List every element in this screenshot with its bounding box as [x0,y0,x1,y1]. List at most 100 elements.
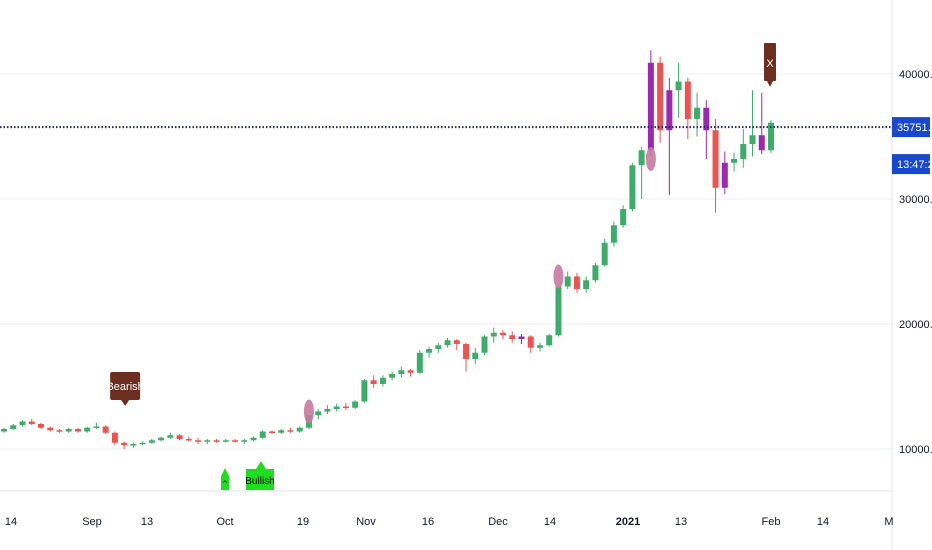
candle-body [121,442,128,446]
candle [564,271,571,289]
candle [666,77,673,196]
candle-body [102,426,109,433]
price-axis[interactable]: 10000.00 20000.00 30000.00 40000.00 35751.53… [892,69,932,456]
candle [500,330,507,339]
candle-body [731,159,738,163]
small-tag-pointer [221,468,229,476]
x-label: X [764,43,776,87]
candle [601,239,608,267]
candle-body [47,427,54,431]
candle-body [620,209,627,226]
x-text: X [766,58,774,70]
candle [213,439,220,443]
candle-body [130,444,137,446]
time-axis[interactable]: 14 Sep 13 Oct 19 Nov 16 Dec 14 2021 13 Feb 14 M [5,516,894,528]
candle [694,92,701,137]
candle [592,262,599,283]
small-bullish-tag: ⌃ [221,468,229,490]
candle-body [361,380,368,402]
candle-body [139,442,146,445]
candle-body [657,62,664,131]
signal-marker [303,399,314,424]
candle-body [555,286,562,336]
candle [546,334,553,347]
candle [536,342,543,352]
overlays: Bearish X ⌃ Bullish [0,43,892,490]
candle [370,375,377,388]
candle-body [65,429,72,432]
candle-body [250,437,257,441]
candle [37,422,44,429]
candle [527,335,534,353]
candle [703,100,710,159]
candle [444,337,451,348]
candles [0,50,775,449]
candle [463,342,470,372]
candle-body [176,435,183,439]
candle-body [564,276,571,287]
candle [684,77,691,139]
price-tick-label: 40000.00 [899,69,932,81]
candle [241,439,248,444]
bullish-label: Bullish [245,461,275,490]
candle-body [527,336,534,348]
candle-body [601,242,608,266]
candle-body [333,406,340,409]
candle [453,339,460,351]
x-pointer [767,81,773,87]
candle [296,426,303,433]
candle [675,62,682,118]
candle-body [56,430,63,432]
candle [721,151,728,194]
time-tick-label: 19 [297,516,309,528]
candle-body [278,430,285,433]
candle [620,205,627,228]
candle [158,436,165,442]
time-tick-label: Dec [488,516,508,528]
candle [139,441,146,446]
candle-body [232,440,239,442]
candle-body [647,62,654,151]
candle [19,420,26,427]
candle-body [324,409,331,412]
bearish-pointer [121,400,130,406]
candle [398,366,405,378]
candle [130,442,137,448]
time-tick-label: Sep [82,516,102,528]
signal-marker [645,147,656,171]
candle [185,436,192,442]
candle-body [426,349,433,353]
candle [638,146,645,199]
candle [509,331,516,343]
price-tick-label: 30000.00 [899,194,932,206]
countdown-box [892,154,930,175]
last-price-value: 35751.53 [897,122,932,134]
time-tick-label: 13 [675,516,687,528]
candle-body [93,426,100,428]
candle-body [241,440,248,442]
candle-body [204,440,211,442]
time-tick-label: 14 [5,516,17,528]
candle [342,402,349,411]
candle [84,426,91,433]
candle [610,221,617,247]
candle-body [28,421,35,424]
candle [647,50,654,157]
candle-body [546,335,553,346]
candle-body [342,406,349,408]
candle-body [111,432,118,443]
candle-body [407,370,414,373]
last-price-box [892,117,930,138]
candle [740,129,747,168]
price-tick-label: 20000.00 [899,319,932,331]
candle-body [444,340,451,346]
candle-body [268,431,275,433]
time-tick-label: Oct [216,516,233,528]
candle [121,441,128,449]
candle-body [19,421,26,426]
candle [148,439,155,444]
bullish-pointer [256,461,266,469]
